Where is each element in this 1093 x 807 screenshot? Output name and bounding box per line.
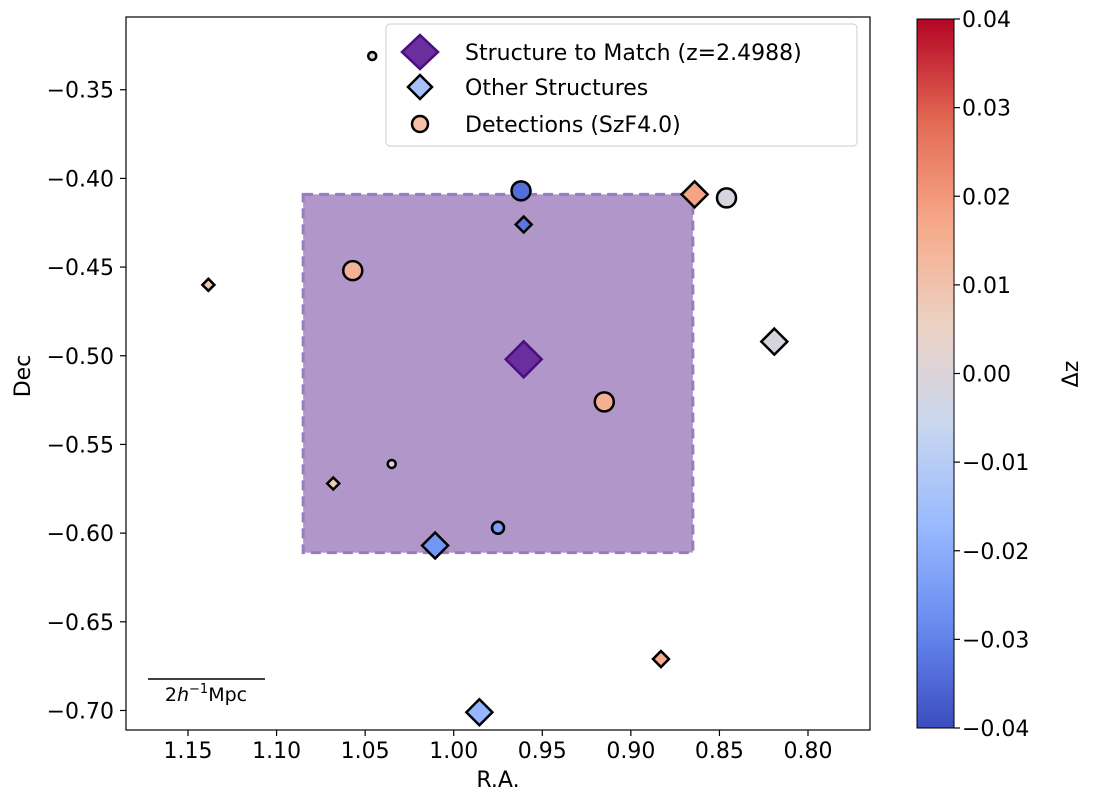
legend-label-other: Other Structures bbox=[465, 76, 648, 101]
other-structure-marker bbox=[420, 530, 450, 561]
detection-marker bbox=[593, 391, 616, 413]
colorbar-ticks: 0.04 0.03 0.02 0.01 0.00 −0.01 −0.02 −0.03 −0.04 bbox=[954, 8, 1029, 742]
legend-label-detection: Detections (SzF4.0) bbox=[465, 113, 681, 138]
y-tick-label: −0.40 bbox=[47, 167, 114, 192]
colorbar-tick-label: −0.03 bbox=[962, 628, 1029, 653]
y-tick-label: −0.45 bbox=[47, 256, 114, 281]
y-tick-label: −0.50 bbox=[47, 345, 114, 370]
match-region bbox=[301, 192, 695, 555]
y-tick-label: −0.65 bbox=[47, 611, 114, 636]
x-axis-label: R.A. bbox=[476, 768, 519, 793]
x-tick-label: 1.00 bbox=[429, 739, 478, 764]
colorbar: 0.04 0.03 0.02 0.01 0.00 −0.01 −0.02 −0.03 −0.04… bbox=[916, 8, 1084, 742]
other-structure-marker bbox=[679, 179, 710, 210]
detection-marker bbox=[341, 259, 364, 282]
y-tick-label: −0.35 bbox=[47, 79, 114, 104]
other-structure-marker bbox=[325, 475, 342, 492]
colorbar-tick-label: −0.02 bbox=[962, 540, 1029, 565]
y-tick-label: −0.70 bbox=[47, 699, 114, 724]
colorbar-tick-label: 0.01 bbox=[962, 274, 1011, 299]
y-axis-ticks: −0.35 −0.40 −0.45 −0.50 −0.55 −0.60 −0.65 −0.70 bbox=[47, 79, 126, 724]
detection-marker bbox=[510, 180, 532, 202]
colorbar-tick-label: 0.00 bbox=[962, 363, 1011, 388]
legend-label-match: Structure to Match (z=2.4988) bbox=[465, 41, 802, 66]
x-tick-label: 0.90 bbox=[606, 739, 655, 764]
colorbar-gradient bbox=[916, 18, 955, 729]
detection-marker bbox=[490, 520, 506, 536]
colorbar-tick-label: 0.04 bbox=[962, 8, 1011, 33]
x-axis-ticks: 1.15 1.10 1.05 1.00 0.95 0.90 0.85 0.80 bbox=[164, 730, 833, 764]
other-structure-marker bbox=[651, 649, 671, 669]
legend-frame bbox=[385, 23, 858, 147]
x-tick-label: 0.95 bbox=[518, 739, 567, 764]
legend-marker-detection bbox=[410, 114, 430, 134]
colorbar-label: Δz bbox=[1059, 361, 1084, 388]
other-structure-marker bbox=[464, 697, 495, 728]
legend-marker-match bbox=[400, 33, 440, 71]
detection-marker bbox=[386, 458, 397, 470]
scatter-marks bbox=[200, 50, 790, 728]
legend-marker-other bbox=[406, 73, 434, 101]
y-axis-label: Dec bbox=[11, 355, 36, 398]
colorbar-tick-label: 0.03 bbox=[962, 97, 1011, 122]
x-tick-label: 0.85 bbox=[695, 739, 744, 764]
plot-border bbox=[125, 16, 871, 731]
colorbar-tick-label: 0.02 bbox=[962, 185, 1011, 210]
detection-marker bbox=[366, 50, 378, 62]
x-tick-label: 1.15 bbox=[164, 739, 213, 764]
x-tick-label: 1.10 bbox=[252, 739, 301, 764]
y-tick-label: −0.55 bbox=[47, 433, 114, 458]
y-tick-label: −0.60 bbox=[47, 522, 114, 547]
other-structure-marker bbox=[513, 214, 534, 235]
detection-marker bbox=[715, 187, 738, 209]
colorbar-tick-label: −0.01 bbox=[962, 451, 1029, 476]
colorbar-tick-label: −0.04 bbox=[962, 717, 1029, 742]
x-tick-label: 1.05 bbox=[341, 739, 390, 764]
legend: Structure to Match (z=2.4988) Other Stru… bbox=[385, 23, 858, 147]
x-tick-label: 0.80 bbox=[784, 739, 833, 764]
match-structure-marker bbox=[503, 339, 544, 380]
other-structure-marker bbox=[759, 326, 790, 357]
other-structure-marker bbox=[200, 277, 217, 293]
